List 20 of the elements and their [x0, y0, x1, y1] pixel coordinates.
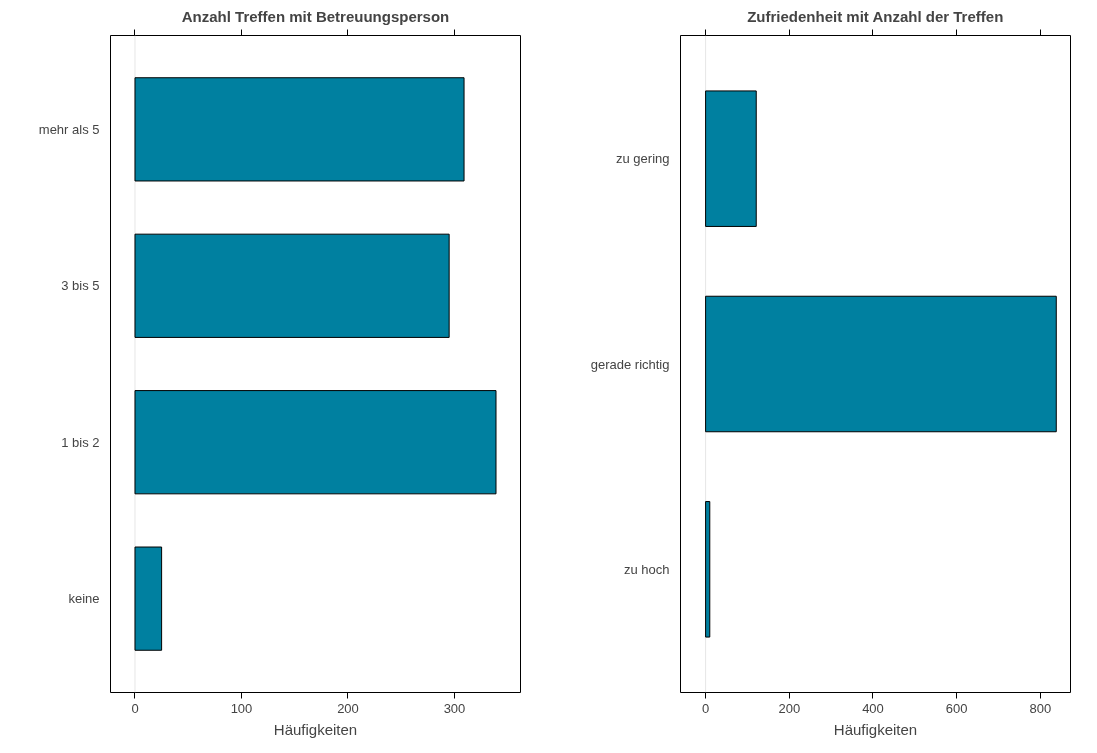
y-tick-label: gerade richtig: [590, 356, 670, 372]
x-tick-label: 100: [230, 700, 253, 716]
x-tick-label: 0: [131, 700, 139, 716]
x-tick-label: 200: [337, 700, 359, 716]
x-tick-label: 200: [778, 700, 801, 716]
x-tick-label: 600: [945, 700, 968, 716]
x-tick-label: 800: [1029, 700, 1052, 716]
y-tick-label: zu gering: [616, 151, 670, 167]
y-tick-label: zu hoch: [623, 561, 670, 577]
x-tick-label: 400: [862, 700, 884, 716]
y-tick-label: keine: [68, 591, 100, 607]
x-tick-label: 300: [443, 700, 466, 716]
chart-title: Anzahl Treffen mit Betreuungsperson: [181, 7, 450, 25]
x-axis-title: Häufigkeiten: [833, 720, 918, 738]
x-axis-title: Häufigkeiten: [273, 720, 358, 738]
chart-title: Zufriedenheit mit Anzahl der Treffen: [747, 7, 1004, 25]
y-tick-label: 3 bis 5: [61, 278, 100, 294]
y-tick-label: mehr als 5: [38, 121, 100, 137]
x-tick-label: 0: [701, 700, 710, 716]
y-tick-label: 1 bis 2: [61, 434, 100, 450]
